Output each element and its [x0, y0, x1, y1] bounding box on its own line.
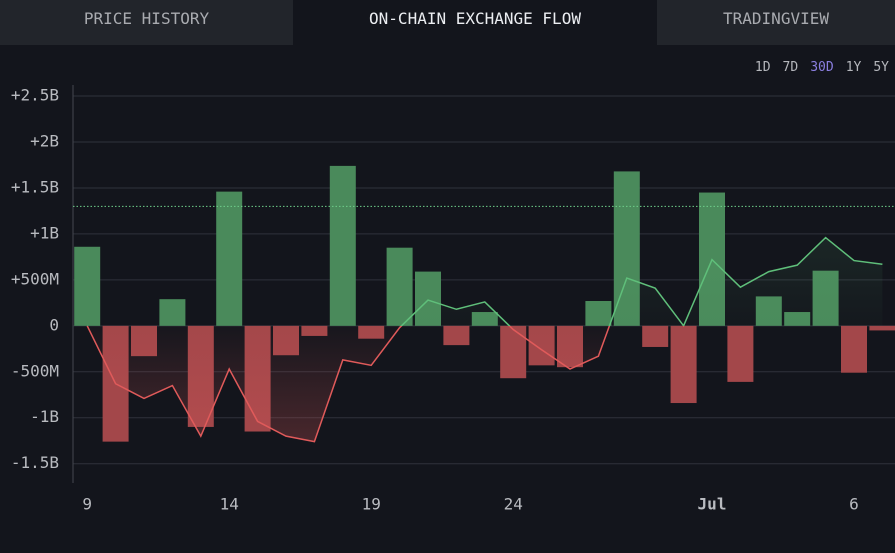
bar [869, 325, 895, 331]
x-tick-label: 6 [849, 495, 859, 514]
range-selector: 1D 7D 30D 1Y 5Y [755, 60, 889, 75]
x-tick-label: 9 [82, 495, 92, 514]
x-tick-label: 14 [220, 495, 239, 514]
tab-bar: PRICE HISTORY ON-CHAIN EXCHANGE FLOW TRADI… [0, 0, 895, 45]
y-tick-label: +1.5B [11, 177, 59, 196]
y-tick-label: +1B [30, 223, 59, 242]
range-button[interactable]: 30D [810, 60, 834, 75]
line-area [87, 237, 883, 442]
tab[interactable]: TRADINGVIEW [657, 0, 895, 45]
x-tick-label: 24 [504, 495, 523, 514]
bar [386, 247, 413, 326]
bar [585, 301, 612, 326]
range-button[interactable]: 1D [754, 60, 771, 75]
tab[interactable]: PRICE HISTORY [0, 0, 293, 45]
y-tick-label: +2B [30, 131, 59, 150]
y-tick-label: -500M [11, 361, 59, 380]
bar [642, 325, 669, 347]
y-tick-label: +500M [11, 269, 59, 288]
bar [329, 165, 356, 326]
range-button[interactable]: 1Y [845, 60, 862, 75]
range-button[interactable]: 5Y [873, 60, 889, 75]
y-tick-label: 0 [49, 315, 59, 334]
x-tick-label: Jul [698, 495, 727, 514]
bar [841, 325, 867, 373]
tab[interactable]: ON-CHAIN EXCHANGE FLOW [293, 0, 657, 45]
x-tick-label: 19 [362, 495, 381, 514]
plot [74, 165, 895, 443]
bar [727, 325, 754, 382]
y-tick-label: -1B [30, 407, 59, 426]
cumulative-line [86, 236, 883, 443]
bar [670, 325, 697, 404]
bar [74, 246, 101, 326]
y-tick-label: +2.5B [11, 86, 59, 105]
range-button[interactable]: 7D [782, 60, 799, 75]
y-tick-label: -1.5B [11, 453, 59, 472]
bar [443, 325, 470, 346]
bar [216, 191, 243, 326]
bar [159, 299, 186, 326]
